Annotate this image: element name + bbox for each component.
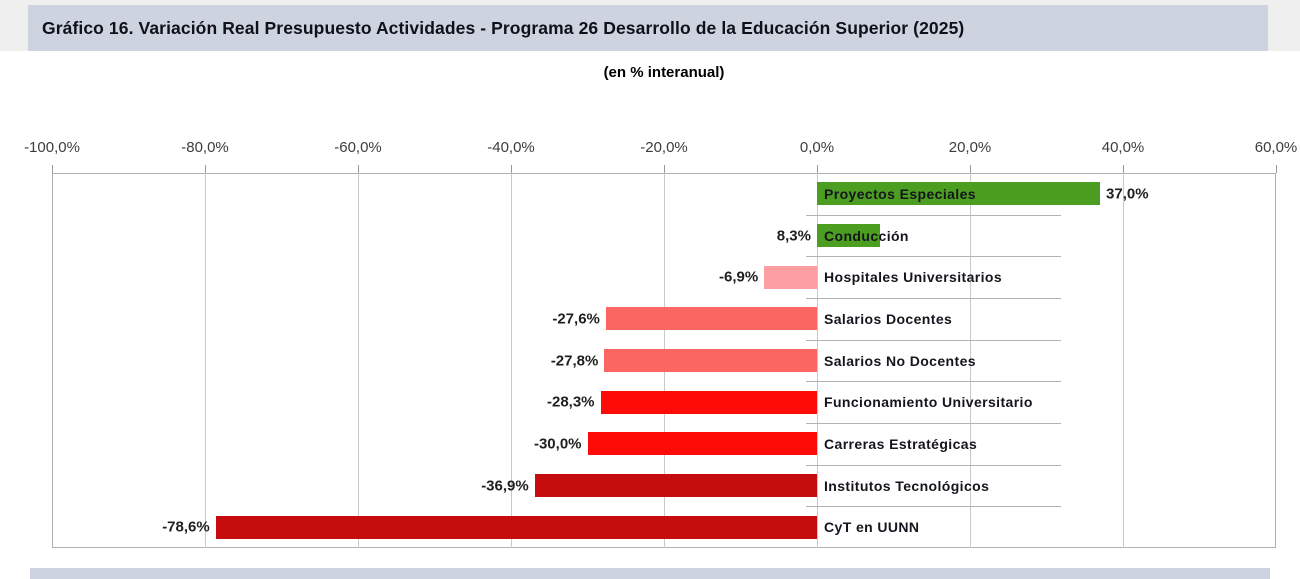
category-label: Institutos Tecnológicos xyxy=(824,477,990,494)
x-axis-tick-label: -40,0% xyxy=(487,139,535,156)
gridline xyxy=(511,173,512,548)
x-axis-tick-mark xyxy=(1123,165,1124,173)
x-axis-tick-mark xyxy=(358,165,359,173)
x-axis-tick-label: 0,0% xyxy=(799,139,835,156)
bar xyxy=(764,265,817,289)
x-axis-tick-label: -20,0% xyxy=(640,139,688,156)
x-axis-tick-label: 40,0% xyxy=(1101,139,1145,156)
gridline xyxy=(358,173,359,548)
bar xyxy=(817,182,1101,206)
row-separator xyxy=(806,298,1061,299)
bar xyxy=(604,349,817,372)
row-separator xyxy=(806,464,1061,466)
bar xyxy=(600,390,817,414)
row-separator xyxy=(806,339,1061,341)
x-axis-tick-label: -100,0% xyxy=(24,139,80,156)
x-axis-tick-mark xyxy=(205,165,206,173)
x-axis-tick-label: 20,0% xyxy=(948,139,992,156)
gridline xyxy=(970,173,971,548)
bar-value-label: -30,0% xyxy=(533,435,582,453)
bar-value-label: -27,6% xyxy=(552,310,600,328)
category-label: CyT en UUNN xyxy=(824,519,920,536)
bar-value-label: 37,0% xyxy=(1106,185,1149,203)
category-label: Carreras Estratégicas xyxy=(824,435,978,452)
chart-title: Gráfico 16. Variación Real Presupuesto A… xyxy=(42,17,965,38)
category-label: Salarios No Docentes xyxy=(824,352,976,369)
category-label: Proyectos Especiales xyxy=(824,185,976,202)
bar-value-label: -36,9% xyxy=(481,477,529,494)
row-separator xyxy=(806,381,1061,383)
gridline xyxy=(1123,173,1124,548)
gridline xyxy=(817,173,818,548)
x-axis-tick-mark xyxy=(1276,165,1277,173)
category-label: Salarios Docentes xyxy=(824,310,953,327)
bar xyxy=(534,474,817,497)
row-separator xyxy=(806,256,1061,258)
bar xyxy=(587,432,817,456)
bar xyxy=(817,224,881,247)
category-label: Hospitales Universitarios xyxy=(824,269,1003,286)
bar-value-label: -78,6% xyxy=(162,518,210,536)
category-label: Funcionamiento Universitario xyxy=(824,394,1033,411)
category-label: Conducción xyxy=(824,227,909,244)
bottom-strip xyxy=(30,568,1270,579)
row-separator xyxy=(806,423,1061,424)
bar-value-label: -27,8% xyxy=(550,352,599,369)
bar xyxy=(215,515,817,539)
row-separator xyxy=(806,506,1061,508)
bar xyxy=(605,307,817,331)
gridline xyxy=(205,173,206,548)
bar-value-label: -28,3% xyxy=(546,393,595,411)
x-axis-tick-label: -80,0% xyxy=(181,139,229,156)
bar-value-label: -6,9% xyxy=(719,268,759,286)
bar-value-label: 8,3% xyxy=(776,227,811,244)
x-axis-tick-label: -60,0% xyxy=(334,139,382,156)
x-axis-tick-mark xyxy=(970,165,971,173)
x-axis-tick-mark xyxy=(52,165,53,173)
x-axis-tick-mark xyxy=(511,165,512,173)
x-axis-tick-mark xyxy=(664,165,665,173)
row-separator xyxy=(806,214,1061,216)
x-axis-tick-label: 60,0% xyxy=(1254,139,1298,156)
x-axis-tick-mark xyxy=(817,165,818,173)
title-banner: Gráfico 16. Variación Real Presupuesto A… xyxy=(28,5,1268,51)
chart-subtitle: (en % interanual) xyxy=(603,64,725,81)
